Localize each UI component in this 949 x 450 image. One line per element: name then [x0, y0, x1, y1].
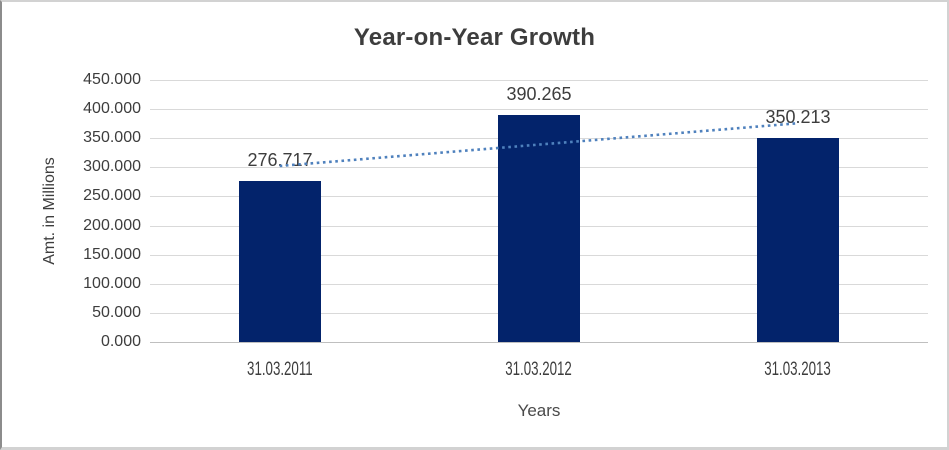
y-tick-label: 100.000	[83, 275, 141, 292]
bar-data-label: 276.717	[247, 150, 313, 170]
y-tick-label: 250.000	[83, 187, 141, 204]
y-tick-label: 350.000	[83, 129, 141, 146]
y-tick-label: 450.000	[83, 71, 141, 88]
x-tick-label: 31.03.2011	[210, 359, 350, 380]
bar	[498, 115, 580, 342]
x-tick-label-text: 31.03.2011	[247, 359, 313, 380]
x-tick-label: 31.03.2012	[469, 359, 609, 380]
bar	[757, 138, 839, 342]
plot-area: Years 450.000 400.000 350.000 300.000 250.00…	[83, 71, 928, 420]
y-tick-label: 50.000	[92, 304, 141, 321]
y-tick-label: 300.000	[83, 158, 141, 175]
y-tick-label: 0.000	[100, 333, 141, 350]
x-tick-label-text: 31.03.2013	[764, 359, 832, 380]
x-tick-label: 31.03.2013	[728, 359, 868, 380]
y-axis-title: Amt. in Millions	[41, 157, 58, 265]
bar	[239, 181, 321, 342]
y-tick-label: 150.000	[83, 246, 141, 263]
trendline	[279, 121, 799, 168]
x-axis-title: Years	[517, 401, 561, 420]
x-axis-line	[150, 342, 928, 343]
gridline	[150, 109, 928, 110]
x-tick-label-text: 31.03.2012	[505, 359, 573, 380]
chart-title: Year-on-Year Growth	[353, 24, 596, 51]
y-tick-label: 200.000	[83, 217, 141, 234]
gridline	[150, 80, 928, 81]
bar-data-label: 390.265	[506, 84, 572, 104]
bar-data-label: 350.213	[765, 107, 831, 127]
y-tick-label: 400.000	[83, 100, 141, 117]
